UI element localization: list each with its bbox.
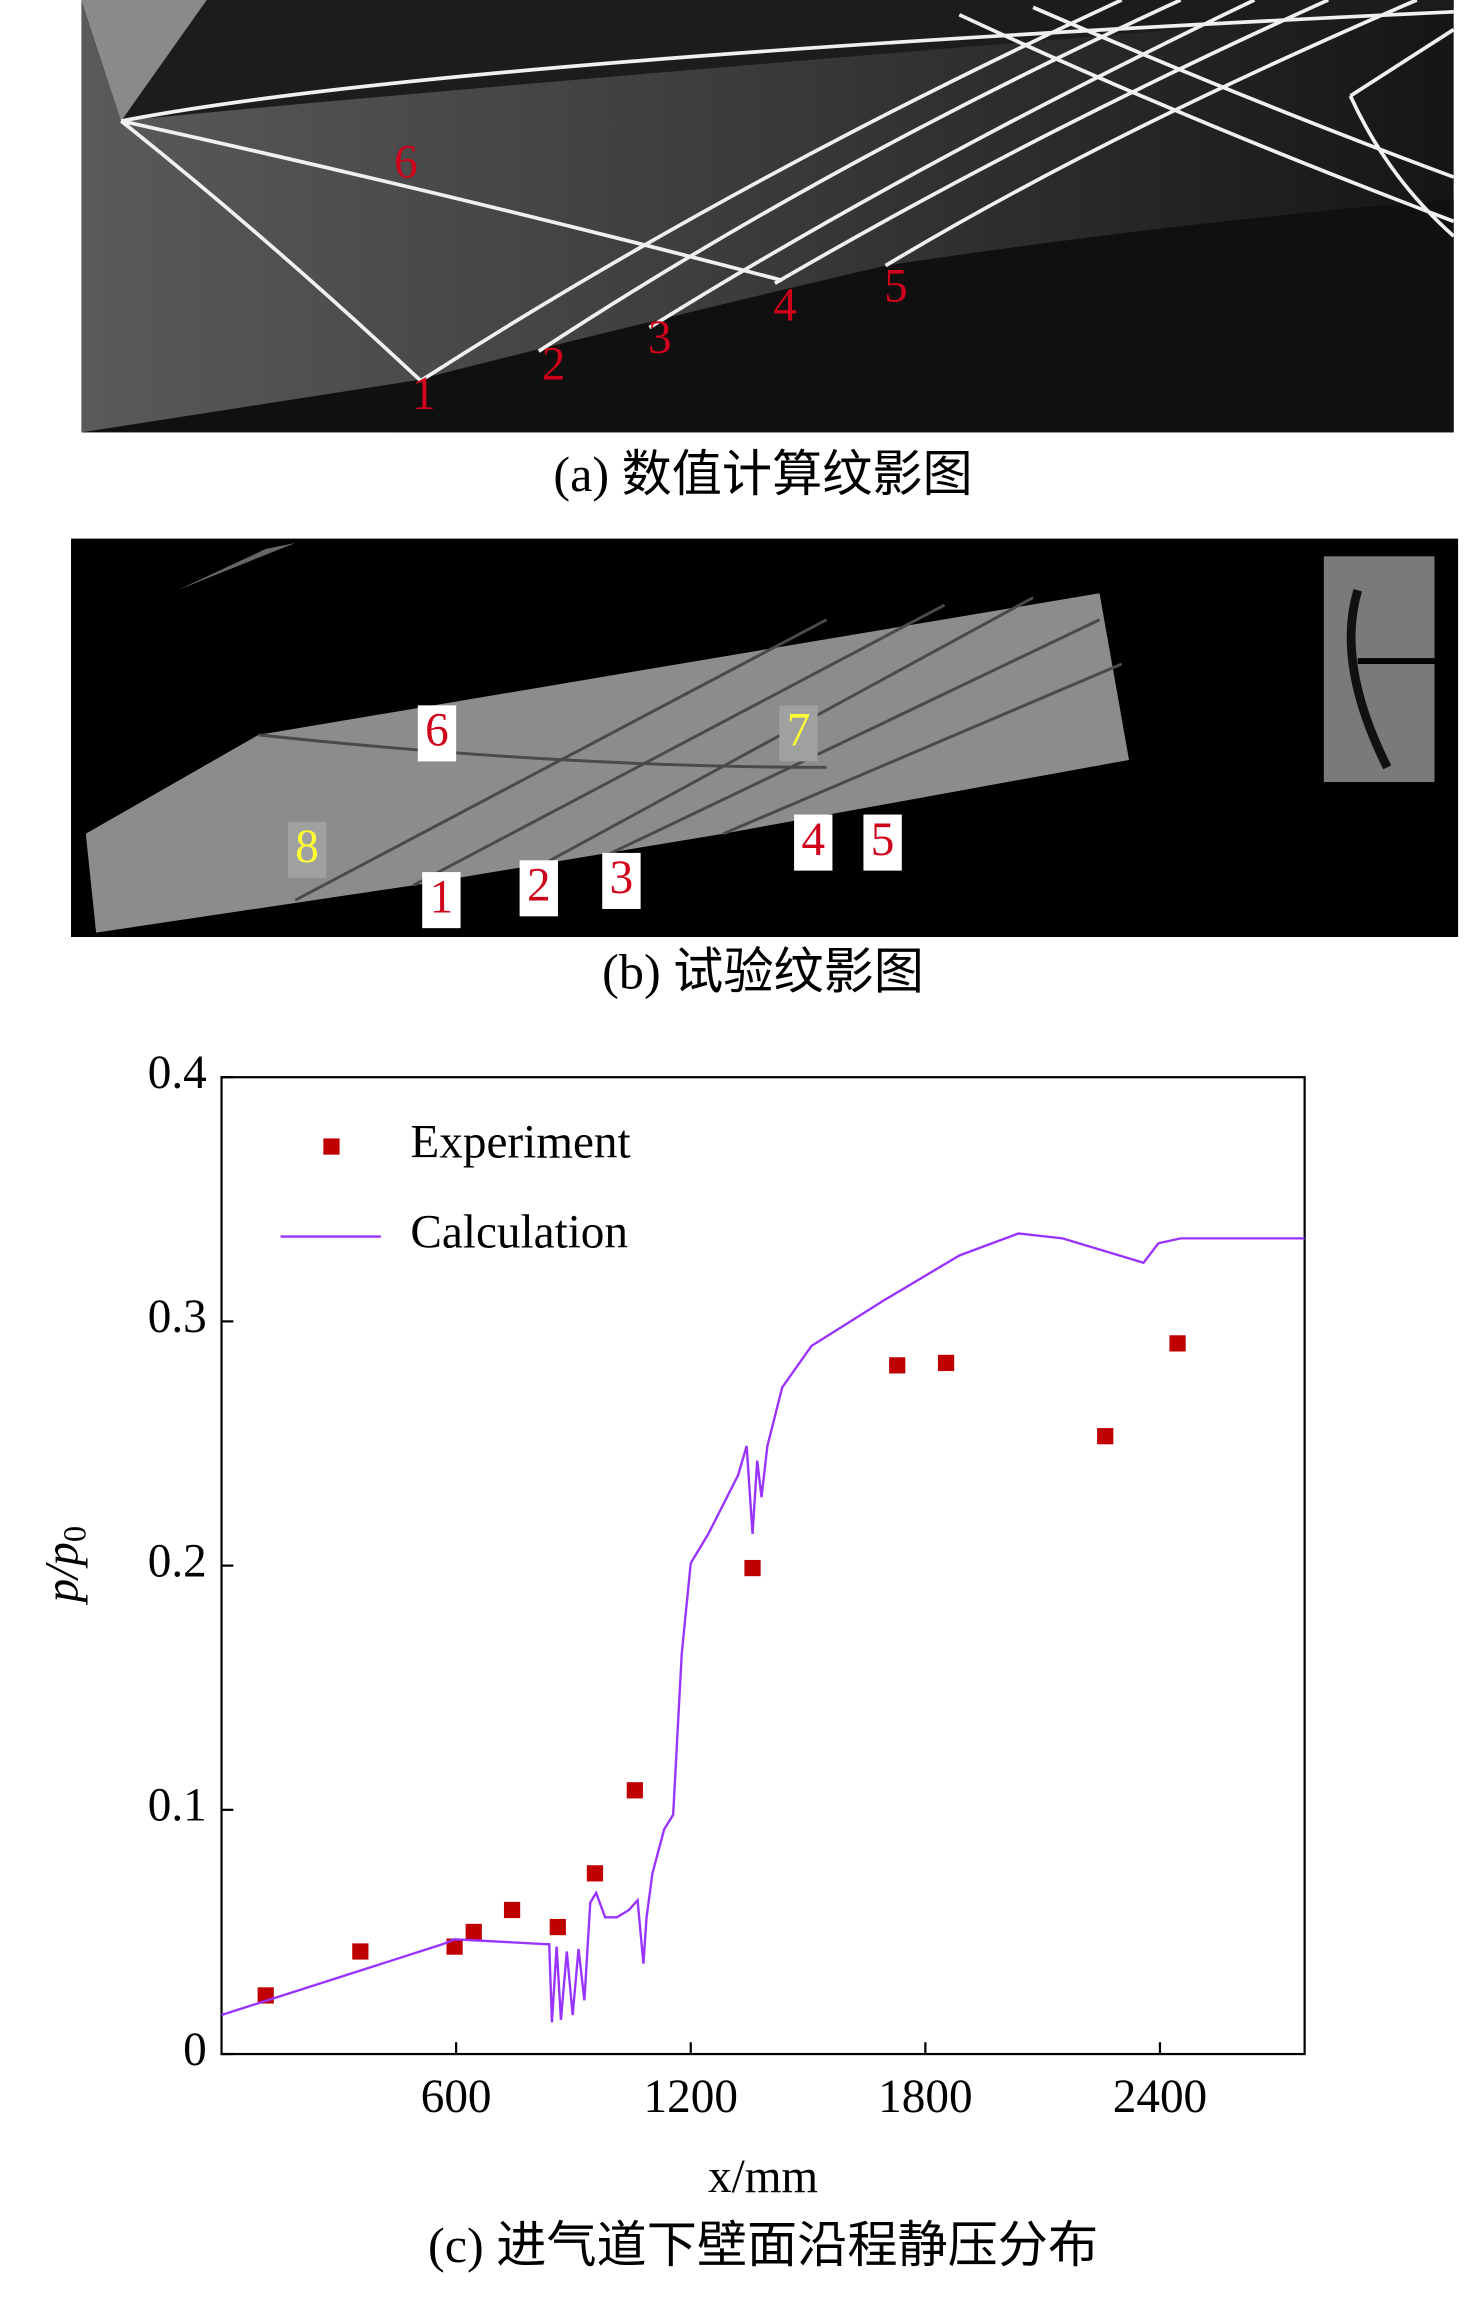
label-box [863,814,902,871]
caption: (a) 数值计算纹影图 [553,446,972,502]
x-tick-label: 1800 [878,2071,972,2123]
y-tick-label: 0.1 [148,1780,207,1832]
experiment-point [1097,1428,1114,1445]
label-box [422,872,461,929]
experiment-point [465,1923,482,1941]
experiment-point [352,1943,369,1960]
y-axis-label: p/p0 [36,1526,93,1606]
shock-label: 3 [648,312,672,364]
shock-label: 7 [787,705,811,757]
y-tick-label: 0.4 [148,1047,207,1099]
shock-label: 6 [394,137,418,189]
x-axis-label: x/mm [708,2151,818,2203]
label-box [287,821,327,878]
y-axis-label-subscript: 0 [58,1526,94,1542]
shock-label: 6 [425,705,449,757]
pressure-chart: 0 0.1 0.2 0.3 0.4 600 1200 1800 2400 Experiment Ca… [148,1047,1306,2123]
shock-label: 1 [412,368,436,420]
shock-label: 8 [295,821,319,873]
experiment-point [503,1901,521,1919]
experiment-point [937,1354,955,1372]
plot-frame [220,1076,1306,2056]
shock-label: 5 [884,261,908,313]
label-box [417,705,457,762]
experiment-point [626,1782,643,1799]
experiment-point [889,1357,906,1374]
y-tick-label: 0.3 [148,1291,207,1343]
experiment-point [586,1865,604,1882]
legend-label: Calculation [410,1206,628,1258]
x-tick-label: 2400 [1113,2071,1207,2123]
shock-label: 4 [773,280,797,332]
experiment-point [549,1918,566,1936]
x-tick-label: 1200 [644,2071,738,2123]
shock-label: 2 [542,339,566,391]
caption: (c) 进气道下壁面沿程静压分布 [428,2217,1098,2273]
calculation-line [221,1232,1305,2023]
caption: (b) 试验纹影图 [602,943,924,999]
legend-marker [323,1138,340,1155]
experiment-point [446,1938,463,1955]
y-axis-label-text: p/p [36,1542,88,1605]
legend-label: Experiment [410,1116,630,1168]
shock-label: 1 [430,871,454,923]
experiment-image [71,538,1459,938]
y-tick-label: 0 [183,2024,207,2076]
y-tick-label: 0.2 [148,1535,207,1587]
shock-label: 2 [527,860,551,912]
shock-label: 3 [610,852,634,904]
shock-label: 4 [801,814,825,866]
label-box [602,852,641,909]
experiment-point [744,1559,761,1577]
label-box [794,814,833,871]
x-tick-label: 600 [421,2071,492,2123]
label-box [779,705,818,762]
simulation-image [81,0,1455,433]
experiment-point [1169,1335,1186,1352]
label-box [519,860,558,917]
shock-label: 5 [871,814,895,866]
